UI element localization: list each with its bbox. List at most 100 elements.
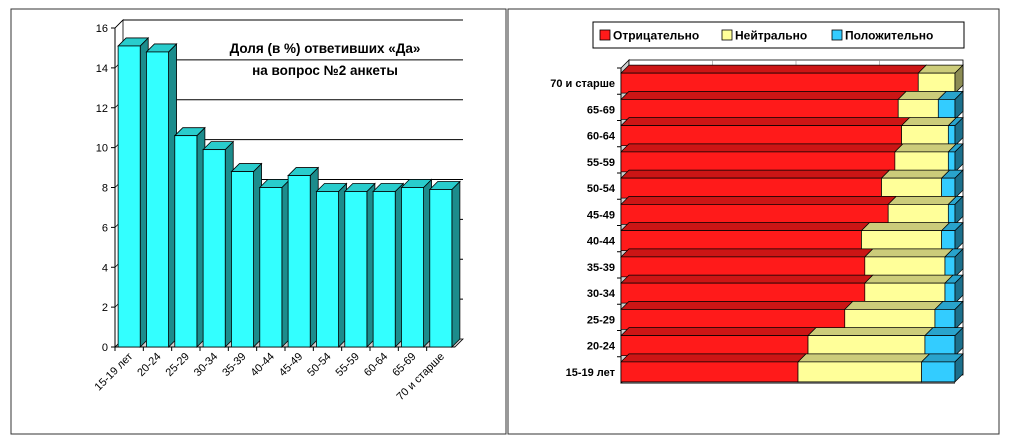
legend-label: Положительно [845,29,933,43]
bar-segment-top [620,222,871,231]
bar-segment-top [843,301,944,310]
bar-segment-top [863,248,954,258]
category-label: 55-59 [587,157,615,169]
x-tick-label: 15-19 лет [93,351,136,394]
legend-label: Отрицательно [613,29,699,43]
bar-segment [937,99,956,120]
y-tick-label: 6 [102,222,108,234]
category-label: 20-24 [587,341,616,353]
right-chart: 70 и старше 65-69 60-64 55-59 50-54 45-49 40-4… [550,21,965,384]
bar [401,187,424,348]
bar-segment-top [860,222,951,231]
bar-segment-top [620,143,904,153]
y-tick-label: 16 [96,23,108,35]
bar-side [954,143,964,173]
y-tick-label: 10 [96,143,108,155]
bar-side [954,116,964,147]
bar [259,187,283,348]
x-tick-label: 60-64 [362,351,390,379]
bar-segment [844,309,936,330]
y-tick-label: 14 [96,63,108,75]
bar-segment [620,230,862,251]
bar-segment [864,282,946,304]
bar [372,191,396,348]
bar-segment-top [620,91,908,100]
x-tick-label: 35-39 [220,351,248,379]
bar-segment [620,335,809,356]
bar-segment [941,177,956,199]
bar-segment [881,177,942,199]
bar-segment [944,282,956,304]
bar-segment-top [894,143,958,153]
bar [316,191,339,348]
left-panel-frame [10,8,507,435]
gridline-side [114,19,124,29]
bar-segment-top [620,274,874,284]
bar-segment-top [620,353,807,363]
bar-segment [620,125,902,146]
category-label: 15-19 лет [566,367,616,379]
bar-segment [894,151,949,173]
bar-side [954,353,964,383]
category-label: 45-49 [587,209,615,221]
bar [344,191,368,348]
bar-segment [797,361,922,383]
legend-box [592,21,965,49]
y-tick-label: 2 [102,302,108,314]
bar-side [954,90,964,121]
bar-segment [620,256,866,278]
legend-swatch [599,29,611,41]
bar-segment [947,151,956,173]
x-tick-label: 40-44 [249,351,277,379]
legend-swatch [831,29,843,41]
bar-side [954,195,964,226]
bar-segment-top [900,117,958,127]
bar-segment-top [797,353,931,363]
bar-segment [620,282,866,304]
bar-segment [944,256,956,278]
bar-segment [897,99,939,120]
bar-side [954,169,964,199]
y-tick-label: 8 [102,183,108,195]
bar-segment-top [620,248,874,258]
bar-segment-top [620,169,891,179]
category-label: 50-54 [587,183,616,195]
category-label: 70 и старше [550,78,615,90]
bar-segment [620,151,896,173]
x-tick-label: 30-34 [192,351,220,379]
category-label: 60-64 [587,131,616,143]
bar [174,135,198,348]
bar-segment [620,361,799,383]
bar-segment [901,125,949,146]
bar-side [451,180,461,348]
bar-segment-top [863,274,954,284]
bar-segment-top [880,169,951,179]
bar [146,51,169,348]
bar-side [954,248,964,278]
y-tick-label: 12 [96,103,108,115]
right-panel-frame [507,8,1000,435]
bar [287,175,311,348]
x-tick-label: 20-24 [135,351,163,379]
bar-side [954,326,964,357]
bar-segment-top [620,196,898,205]
bar-segment [887,204,949,225]
y-tick-label: 0 [102,342,108,354]
bar-segment-top [620,117,911,127]
bar-segment [917,72,956,94]
legend-label: Нейтрально [735,29,807,43]
bar-side [954,300,964,331]
bar-segment [620,72,919,94]
bar-segment [807,335,926,356]
legend-swatch [721,29,733,41]
bar [117,45,141,348]
bar [231,171,254,348]
y-tick-label: 4 [102,262,108,274]
bar-segment [921,361,956,383]
bar-segment [620,309,846,330]
category-label: 35-39 [587,262,615,274]
bar-segment-top [620,301,854,310]
bar-segment [947,125,956,146]
bar-segment [620,204,889,225]
